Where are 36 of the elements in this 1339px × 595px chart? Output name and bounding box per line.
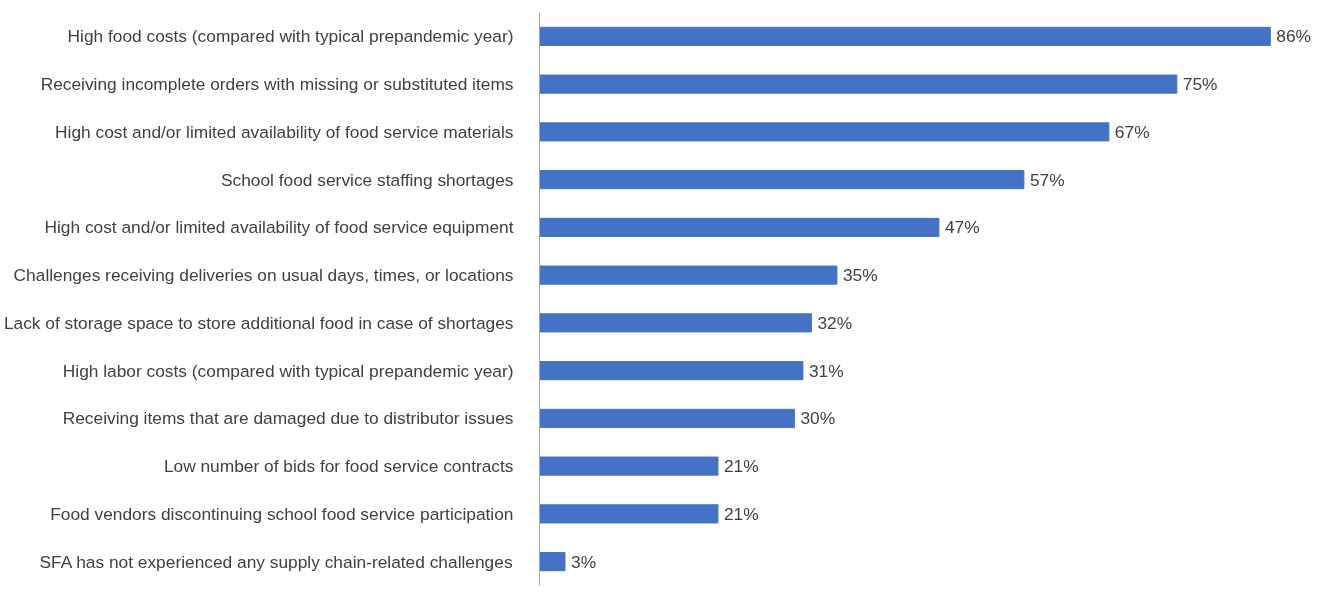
- bar: [539, 504, 719, 524]
- y-tick-label: Receiving incomplete orders with missing or substituted items: [40, 74, 514, 95]
- y-tick-label: School food service staffing shortages: [220, 169, 514, 190]
- data-label: 31%: [808, 360, 844, 381]
- bar: [539, 170, 1025, 190]
- y-tick-label: High cost and/or limited availability of food service materials: [55, 121, 514, 142]
- data-label: 35%: [842, 265, 878, 286]
- y-tick-label: Lack of storage space to store additional food in case of shortages: [3, 312, 514, 333]
- bar: [539, 265, 838, 285]
- data-label: 86%: [1276, 26, 1312, 47]
- y-tick-label: Food vendors discontinuing school food service participation: [50, 503, 514, 524]
- bar: [539, 552, 566, 572]
- y-tick-label: High labor costs (compared with typical prepandemic year): [62, 360, 514, 381]
- data-label: 75%: [1182, 74, 1218, 95]
- data-label: 47%: [944, 217, 980, 238]
- data-label: 21%: [723, 456, 759, 477]
- data-label: 21%: [723, 503, 759, 524]
- y-tick-label: Receiving items that are damaged due to distributor issues: [62, 408, 514, 429]
- bar: [539, 74, 1178, 94]
- y-tick-label: Low number of bids for food service contracts: [163, 456, 514, 477]
- bar: [539, 122, 1110, 142]
- y-tick-label: High food costs (compared with typical prepandemic year): [67, 26, 514, 47]
- data-label: 32%: [817, 312, 853, 333]
- y-tick-label: High cost and/or limited availability of food service equipment: [44, 217, 514, 238]
- data-label: 67%: [1114, 121, 1150, 142]
- data-label: 57%: [1029, 169, 1065, 190]
- y-tick-label: SFA has not experienced any supply chain-related challenges: [39, 551, 513, 572]
- data-label: 30%: [800, 408, 836, 429]
- bar: [539, 26, 1271, 46]
- bar: [539, 408, 795, 428]
- bar: [539, 313, 812, 333]
- bar: [539, 456, 719, 476]
- bar: [539, 361, 804, 381]
- data-label: 3%: [570, 551, 597, 572]
- y-tick-label: Challenges receiving deliveries on usual days, times, or locations: [13, 265, 514, 286]
- bar: [539, 217, 940, 237]
